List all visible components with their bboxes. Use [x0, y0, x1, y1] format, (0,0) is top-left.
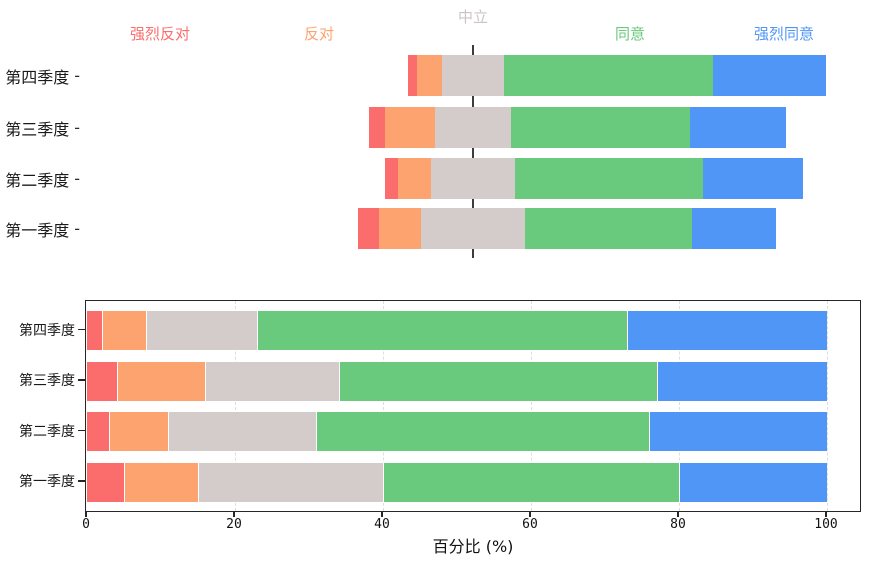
- x-tick-label: 100: [814, 517, 838, 532]
- bar-segment-strongly_agree: [690, 107, 787, 148]
- bar-segment-neutral: [146, 311, 258, 350]
- legend-label-disagree: 反对: [303, 25, 335, 43]
- category-text: 第一季度: [5, 220, 70, 240]
- likert-category-label: 第一季度 -: [0, 208, 80, 249]
- bar-segment-strongly_disagree: [368, 107, 386, 148]
- bar-segment-strongly_disagree: [385, 158, 398, 199]
- likert-bar-row: [385, 158, 804, 199]
- bar-segment-strongly_agree: [679, 462, 827, 502]
- bar-segment-agree: [504, 55, 714, 96]
- likert-category-label: 第三季度 -: [0, 107, 80, 148]
- bar-segment-disagree: [109, 412, 169, 451]
- gridline-40: [383, 301, 384, 511]
- y-axis-label: 第三季度: [19, 373, 75, 389]
- tick-dash: -: [74, 169, 80, 188]
- bar-segment-strongly_agree: [692, 208, 777, 249]
- bar-segment-strongly_disagree: [358, 208, 379, 249]
- legend-label-agree: 同意: [614, 25, 646, 43]
- bar-segment-neutral: [420, 208, 526, 249]
- y-axis-label: 第一季度: [19, 474, 75, 490]
- x-tick-label: 40: [374, 517, 390, 532]
- stacked-bar-row: [87, 311, 827, 350]
- category-text: 第三季度: [5, 119, 70, 139]
- bar-segment-disagree: [378, 208, 421, 249]
- bar-segment-disagree: [397, 158, 432, 199]
- bar-segment-strongly_agree: [656, 361, 827, 401]
- x-axis-label: 百分比 (%): [432, 537, 514, 556]
- bar-segment-strongly_agree: [702, 158, 804, 199]
- gridline-100: [827, 301, 828, 511]
- gridline-80: [679, 301, 680, 511]
- bar-segment-strongly_agree: [649, 412, 827, 451]
- bar-segment-agree: [514, 158, 703, 199]
- x-tick-label: 60: [522, 517, 538, 532]
- x-tick-label: 80: [670, 517, 686, 532]
- category-text: 第二季度: [5, 170, 70, 190]
- stacked-bar-row: [87, 412, 827, 451]
- bar-segment-neutral: [441, 55, 505, 96]
- bar-segment-neutral: [168, 412, 317, 451]
- tick-dash: -: [74, 118, 80, 137]
- bar-segment-neutral: [431, 158, 515, 199]
- bar-segment-agree: [525, 208, 693, 249]
- legend-label-neutral: 中立: [457, 8, 489, 26]
- bar-segment-agree: [383, 462, 679, 502]
- bar-segment-strongly_disagree: [87, 462, 124, 502]
- gridline-20: [235, 301, 236, 511]
- bar-segment-agree: [257, 311, 628, 350]
- bar-segment-disagree: [101, 311, 147, 350]
- bar-segment-strongly_disagree: [87, 311, 102, 350]
- y-tick-mark: [78, 379, 85, 381]
- bar-segment-strongly_disagree: [408, 55, 417, 96]
- x-tick-mark: [825, 512, 827, 517]
- y-axis-label: 第二季度: [19, 423, 75, 440]
- legend-label-strongly-agree: 强烈同意: [753, 25, 815, 43]
- stacked-bar-row: [87, 462, 827, 502]
- x-tick-mark: [677, 512, 679, 517]
- tick-dash: -: [74, 66, 80, 85]
- x-tick-label: 20: [226, 517, 242, 532]
- y-tick-mark: [78, 480, 85, 482]
- bar-segment-agree: [316, 412, 650, 451]
- category-text: 第四季度: [5, 67, 70, 87]
- y-tick-mark: [78, 429, 85, 432]
- likert-bar-row: [408, 55, 827, 96]
- x-tick-label: 0: [82, 517, 90, 532]
- likert-category-label: 第四季度 -: [0, 55, 80, 96]
- bar-segment-strongly_disagree: [87, 412, 110, 451]
- bar-segment-strongly_disagree: [87, 361, 117, 401]
- x-tick-mark: [529, 512, 531, 517]
- tick-dash: -: [74, 219, 80, 238]
- bar-segment-strongly_agree: [713, 55, 827, 96]
- bar-segment-disagree: [124, 462, 198, 502]
- bar-segment-agree: [338, 361, 657, 401]
- bar-segment-disagree: [385, 107, 436, 148]
- bar-segment-agree: [510, 107, 691, 148]
- gridline-60: [531, 301, 532, 511]
- y-axis-label: 第四季度: [19, 322, 75, 339]
- bar-segment-disagree: [116, 361, 206, 401]
- x-tick-mark: [381, 512, 383, 517]
- likert-category-label: 第二季度 -: [0, 158, 80, 199]
- neutral-center-line: [472, 45, 474, 258]
- stacked-bar-row: [87, 361, 827, 401]
- plot-area: [85, 300, 861, 512]
- likert-bar-row: [358, 208, 777, 249]
- likert-bar-row: [368, 107, 787, 148]
- bar-segment-neutral: [205, 361, 339, 401]
- x-tick-mark: [85, 512, 87, 517]
- x-tick-mark: [233, 512, 235, 517]
- legend-label-strongly-disagree: 强烈反对: [129, 25, 191, 43]
- bar-segment-neutral: [435, 107, 511, 148]
- y-tick-mark: [78, 328, 85, 331]
- bar-segment-strongly_agree: [627, 311, 827, 350]
- bar-segment-neutral: [198, 462, 383, 502]
- bar-segment-disagree: [416, 55, 442, 96]
